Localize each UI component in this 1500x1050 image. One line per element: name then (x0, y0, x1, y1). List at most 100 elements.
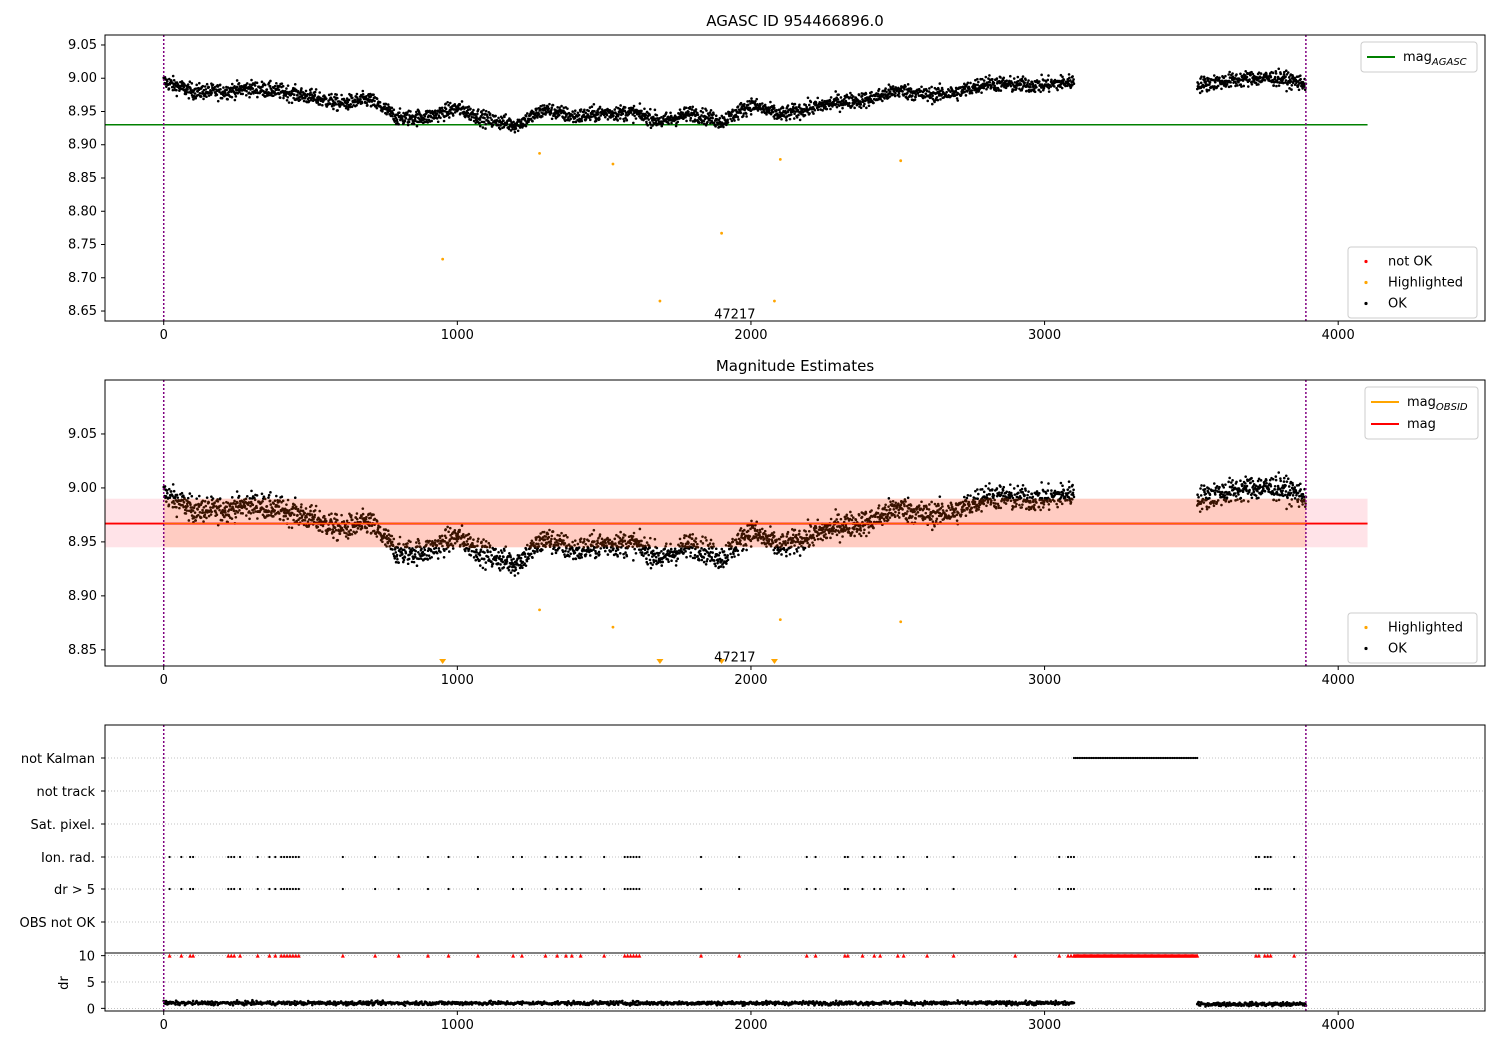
ok-point (527, 557, 530, 560)
ok-point (236, 86, 239, 89)
ok-point (582, 540, 586, 543)
ok-point (365, 101, 369, 105)
ok-point (484, 109, 488, 113)
ok-point (525, 548, 528, 551)
ok-point (973, 85, 977, 89)
ok-point (1227, 85, 1231, 89)
ok-point (662, 552, 665, 555)
ok-point (622, 556, 626, 559)
x-tick-label: 4000 (1322, 673, 1355, 688)
ok-point (1072, 78, 1075, 81)
ok-point (674, 124, 678, 128)
ok-point (542, 530, 546, 534)
ok-point (332, 103, 336, 107)
ok-point (479, 548, 483, 552)
ok-point (398, 535, 402, 539)
ok-point (888, 90, 892, 93)
ok-point (251, 503, 255, 507)
ok-point (623, 106, 627, 109)
ok-point (590, 105, 594, 109)
y-tick-label: 8.80 (68, 204, 97, 219)
ok-point (680, 547, 683, 550)
ok-point (732, 552, 735, 556)
ok-point (272, 502, 276, 505)
ok-point (598, 533, 602, 536)
ok-point (455, 539, 459, 543)
ok-point (176, 496, 180, 499)
ok-point (551, 103, 555, 107)
plot-area-agasc: 0 1000 2000 3000 40008.658.708.758.808.858.9… (68, 35, 1368, 343)
ok-point (1027, 79, 1030, 82)
ok-point (726, 554, 729, 557)
ok-point (1200, 89, 1204, 93)
ok-point (690, 108, 694, 111)
ok-point (977, 80, 980, 84)
ok-point (618, 551, 622, 555)
ok-point (245, 494, 249, 498)
ok-point (588, 106, 592, 109)
ok-point (300, 87, 303, 90)
ok-point (1200, 75, 1203, 79)
ok-point (596, 541, 600, 545)
ok-point (681, 112, 685, 116)
ok-point (291, 511, 294, 515)
ok-point (285, 503, 288, 506)
ok-point (372, 529, 376, 533)
ok-point (244, 93, 248, 97)
legend-label: OK (1388, 297, 1407, 312)
ok-point (344, 99, 347, 103)
ok-point (306, 92, 309, 96)
ok-point (277, 92, 281, 96)
ok-point (391, 114, 394, 118)
ok-point (173, 86, 176, 90)
ok-point (402, 558, 406, 562)
ok-point (381, 110, 384, 113)
ok-point (443, 115, 446, 119)
ok-point (550, 537, 553, 541)
x-tick-label: 2000 (734, 673, 767, 688)
ok-point (248, 83, 252, 86)
ok-point (224, 511, 227, 514)
ok-point (335, 513, 338, 516)
ok-point (646, 123, 650, 127)
ok-point (816, 108, 820, 112)
ok-point (582, 113, 586, 117)
ok-point (579, 537, 583, 540)
ok-point (627, 544, 631, 548)
ok-point (354, 100, 358, 103)
ok-point (781, 106, 785, 110)
ok-point (1029, 85, 1032, 89)
ok-point (1249, 73, 1252, 77)
ok-point (172, 499, 175, 503)
y-tick-label: 9.05 (68, 427, 97, 442)
ok-point (368, 98, 372, 102)
ok-point (171, 483, 175, 486)
ok-point (773, 117, 776, 120)
ok-point (447, 550, 451, 553)
ok-point (205, 516, 208, 520)
ok-point (1299, 77, 1302, 81)
ok-point (694, 537, 698, 540)
ok-point (351, 96, 354, 100)
ok-point (1277, 84, 1281, 87)
ok-point (436, 557, 440, 560)
ok-point (256, 517, 259, 520)
ok-point (571, 546, 574, 550)
ok-point (397, 122, 401, 126)
ok-point (204, 504, 208, 508)
ok-point (913, 98, 917, 101)
ok-point (1235, 73, 1238, 76)
ok-point (694, 108, 698, 111)
ok-point (1001, 78, 1005, 82)
ok-point (372, 513, 375, 516)
ok-point (478, 124, 482, 128)
ok-point (185, 509, 189, 512)
ok-point (470, 115, 474, 119)
ok-point (345, 104, 348, 108)
ok-point (375, 519, 379, 523)
ok-point (361, 507, 365, 510)
ok-point (1025, 89, 1028, 93)
ok-point (714, 547, 718, 551)
ok-point (407, 557, 411, 561)
ok-point (995, 77, 999, 80)
